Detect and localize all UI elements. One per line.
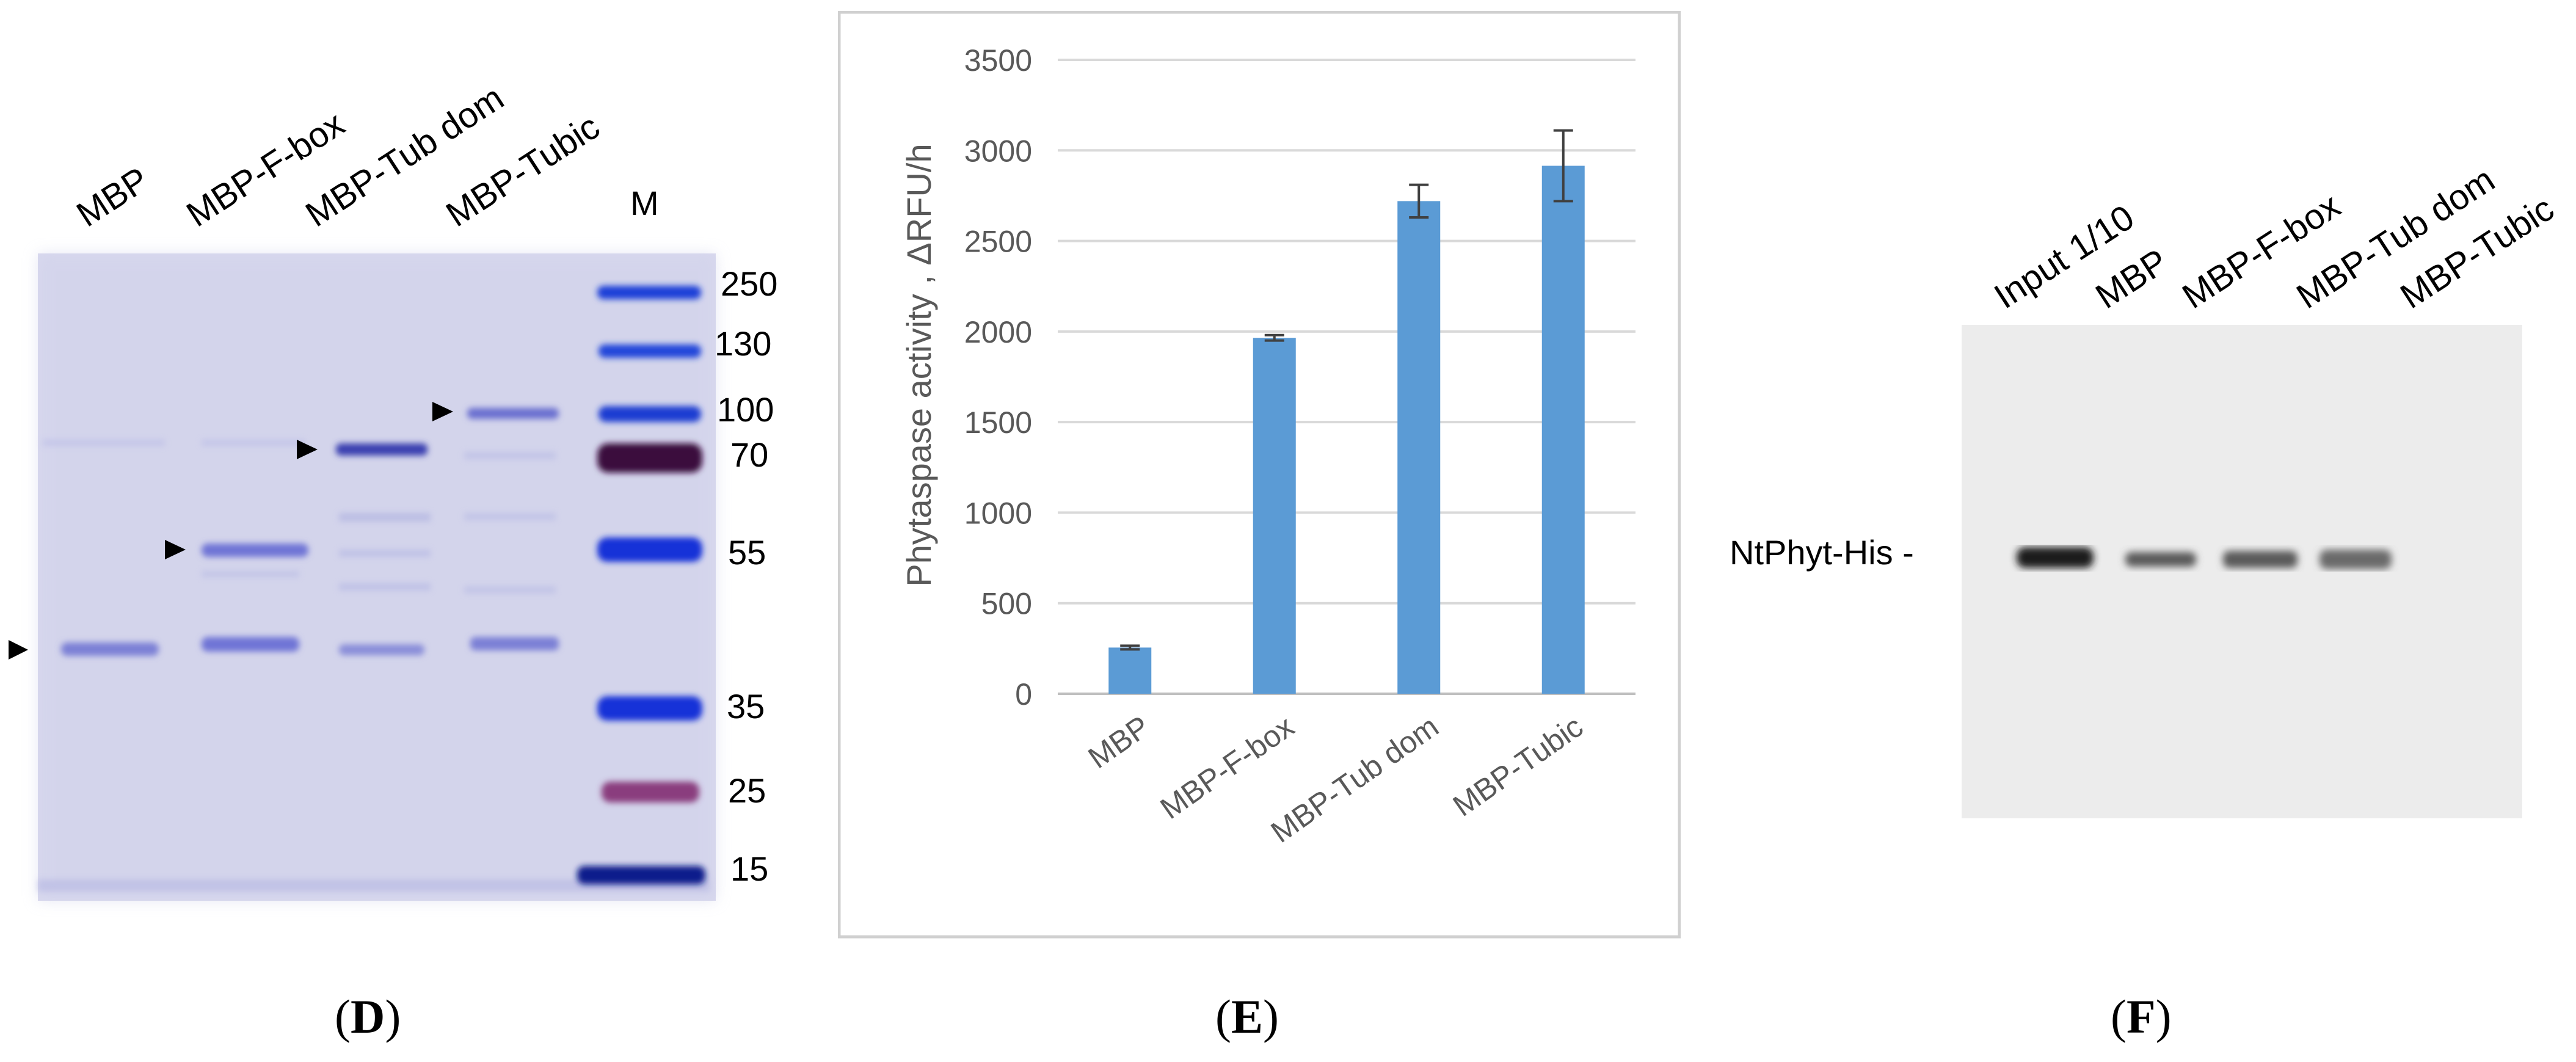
blot-band-mbp-fbox <box>2125 552 2196 567</box>
chart-bars <box>1108 165 1585 694</box>
error-bar <box>1120 644 1140 651</box>
marker-size-250: 250 <box>721 264 778 303</box>
y-tick-label: 3000 <box>964 134 1032 168</box>
y-tick-label: 1500 <box>964 406 1032 440</box>
arrowhead-icon <box>165 540 186 559</box>
y-tick-label: 500 <box>981 587 1032 621</box>
blot-image <box>1962 325 2522 818</box>
bar-mbp <box>1108 647 1152 694</box>
gel-band-tubdom-upper <box>336 443 428 456</box>
marker-band-25 <box>602 782 699 802</box>
gel-band-tubdom-lower <box>339 644 424 655</box>
chart-y-axis-label: Phytaspase activity , ΔRFU/h <box>900 144 938 586</box>
gel-band-fbox-lower <box>202 637 299 652</box>
blot-band-mbp-tubic <box>2319 550 2392 569</box>
blot-background <box>1962 325 2522 818</box>
gel-lane-label-marker: M <box>630 184 659 222</box>
marker-size-100: 100 <box>717 390 774 429</box>
arrowhead-icon <box>432 402 453 421</box>
panel-tag-e: (E) <box>1215 990 1279 1043</box>
bar-mbp-tub-dom <box>1397 201 1441 694</box>
marker-band-55 <box>597 537 702 562</box>
marker-band-35 <box>597 696 702 721</box>
error-bar <box>1553 129 1573 203</box>
marker-size-15: 15 <box>730 849 769 888</box>
bar-mbp-f-box <box>1253 338 1296 694</box>
chart-y-tick-labels: 0 500 1000 1500 2000 2500 3000 3500 <box>964 43 1032 711</box>
panel-e: 0 500 1000 1500 2000 2500 3000 3500 MBP MBP-F-bo… <box>838 11 1681 939</box>
marker-band-250 <box>597 286 701 299</box>
y-tick-label: 1000 <box>964 496 1032 530</box>
gel-faint-bands <box>38 440 710 892</box>
marker-band-100 <box>599 406 701 422</box>
gel-image <box>9 253 716 901</box>
panel-d: MBP MBP-F-box MBP-Tub dom MBP-Tubic M <box>0 0 812 1062</box>
arrowhead-icon <box>9 640 28 660</box>
arrowhead-icon <box>297 440 318 459</box>
gel-band-mbp <box>61 642 159 656</box>
gel-sample-bands <box>61 408 559 656</box>
chart-error-bars <box>1120 129 1573 651</box>
error-bar <box>1409 183 1429 219</box>
gel-band-tubic-lower <box>470 637 559 650</box>
gel-band-tubic-upper <box>467 408 559 419</box>
y-tick-label: 2000 <box>964 315 1032 349</box>
marker-size-35: 35 <box>727 687 765 726</box>
bar-mbp-tubic <box>1541 165 1585 694</box>
marker-size-130: 130 <box>715 324 772 363</box>
y-tick-label: 0 <box>1015 677 1032 711</box>
blot-band-input <box>2017 547 2094 568</box>
blot-band-mbp-tubdom <box>2223 551 2298 568</box>
marker-band-130 <box>599 344 701 358</box>
marker-size-70: 70 <box>730 435 769 474</box>
gel-marker-ladder <box>577 286 705 884</box>
panel-tag-d: (D) <box>335 990 401 1043</box>
marker-band-70 <box>597 443 702 473</box>
panel-f: Input 1/10 MBP MBP-F-box MBP-Tub dom MBP… <box>1698 0 2576 1062</box>
marker-size-55: 55 <box>728 533 766 572</box>
chart-gridlines <box>1058 59 1635 695</box>
gel-arrowheads <box>9 402 453 660</box>
y-tick-label: 3500 <box>964 43 1032 78</box>
y-tick-label: 2500 <box>964 225 1032 259</box>
error-bar <box>1264 333 1284 342</box>
blot-band-label: NtPhyt-His - <box>1730 533 1914 572</box>
marker-band-15 <box>577 866 705 884</box>
panel-tag-f: (F) <box>2111 990 2172 1043</box>
marker-size-25: 25 <box>728 771 766 810</box>
gel-band-fbox-upper <box>202 544 308 557</box>
blot-bands <box>2017 547 2392 569</box>
